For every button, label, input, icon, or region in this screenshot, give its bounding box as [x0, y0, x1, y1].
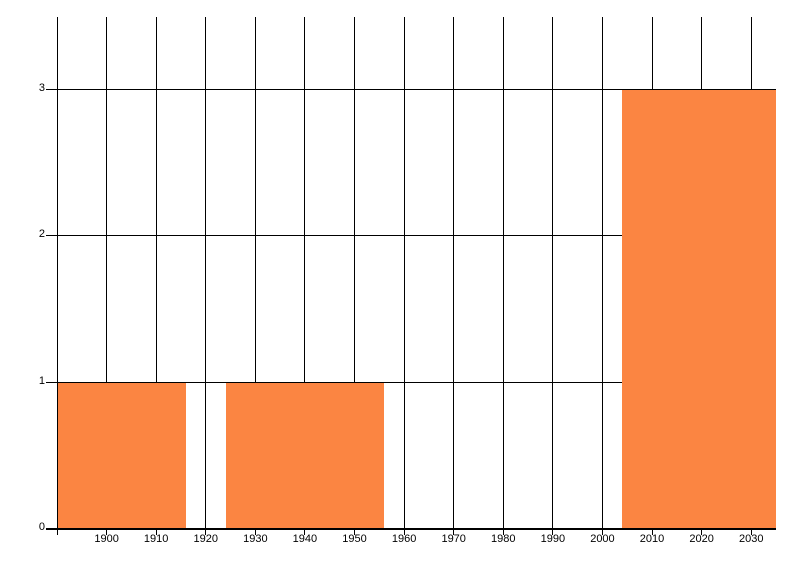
x-tick-label: 2030 — [738, 533, 764, 545]
horizontal-gridline — [46, 381, 776, 383]
y-tick-label: 1 — [38, 374, 45, 387]
bar — [57, 382, 186, 529]
vertical-gridline — [552, 17, 554, 535]
x-tick-label: 1980 — [491, 533, 516, 545]
vertical-gridline — [106, 17, 108, 535]
x-tick-label: 1970 — [441, 533, 466, 545]
x-tick-label: 1900 — [94, 533, 119, 545]
y-tick-label: 2 — [38, 228, 45, 241]
x-tick-label: 1940 — [292, 533, 318, 545]
vertical-gridline — [205, 17, 207, 535]
vertical-gridline — [453, 17, 455, 535]
plot-area — [46, 17, 776, 535]
vertical-gridline — [601, 17, 603, 535]
x-tick-label: 1960 — [391, 533, 417, 545]
vertical-gridline — [354, 17, 356, 535]
y-tick-label: 3 — [38, 82, 45, 95]
x-tick-label: 2010 — [639, 533, 665, 545]
y-tick-label: 0 — [38, 521, 45, 533]
bar — [225, 382, 385, 529]
x-tick-label: 1950 — [342, 533, 367, 545]
y-axis-line — [57, 17, 58, 535]
x-axis-line — [46, 528, 776, 530]
vertical-gridline — [155, 17, 157, 535]
x-tick-label: 2020 — [689, 533, 714, 545]
vertical-gridline — [502, 17, 504, 535]
x-tick-label: 1930 — [243, 533, 268, 545]
x-tick-label: 1920 — [193, 533, 218, 545]
x-tick-label: 1910 — [143, 533, 169, 545]
x-tick-label: 1990 — [540, 533, 566, 545]
horizontal-gridline — [46, 235, 776, 237]
vertical-gridline — [254, 17, 256, 535]
horizontal-gridline — [46, 89, 776, 91]
x-tick-label: 2000 — [590, 533, 615, 545]
bar — [622, 90, 776, 529]
vertical-gridline — [403, 17, 405, 535]
vertical-gridline — [304, 17, 306, 535]
